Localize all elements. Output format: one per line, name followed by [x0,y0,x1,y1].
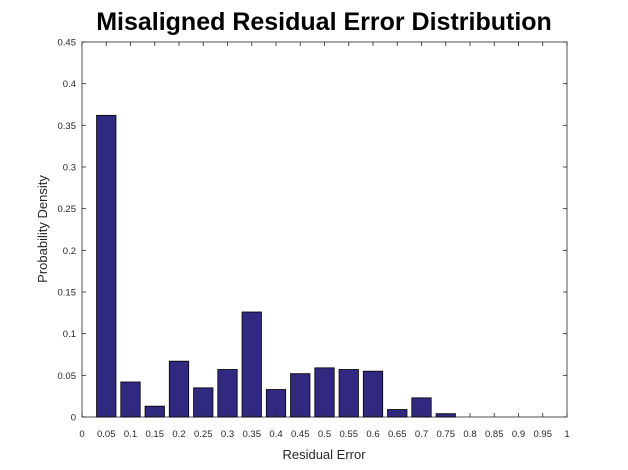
bar-1 [120,381,141,418]
bars-group [96,114,456,418]
y-tick-label: 0.1 [63,329,76,340]
x-tick-label: 0.35 [243,429,262,440]
y-tick-label: 0.2 [63,246,76,257]
chart-title: Misaligned Residual Error Distribution [96,8,552,36]
bar-7 [265,389,287,418]
x-tick-label: 0.5 [318,429,331,440]
x-axis-label: Residual Error [282,447,366,462]
bar-3 [168,360,190,418]
x-tick-label: 0.6 [366,429,379,440]
x-tick-label: 0.75 [437,429,456,440]
y-tick-label: 0.3 [63,163,76,174]
x-tick-label: 0.8 [463,429,476,440]
x-tick-label: 0 [79,429,84,440]
plot-frame [81,41,568,418]
y-tick-label: 0.4 [63,79,76,90]
y-tick-label: 0 [71,413,76,424]
y-tick-label: 0.05 [58,371,77,382]
x-tick-label: 0.9 [512,429,525,440]
x-tick-label: 0.15 [146,429,165,440]
y-ticks-group: 0 0.05 0.1 0.15 0.2 0.25 0.3 0.35 0.4 0.45 [58,38,567,424]
x-tick-label: 0.45 [291,429,310,440]
x-tick-label: 0.55 [340,429,359,440]
x-tick-label: 0.65 [388,429,407,440]
bar-0 [96,114,117,418]
x-tick-label: 0.95 [534,429,553,440]
x-tick-label: 0.7 [415,429,428,440]
x-tick-label: 0.3 [221,429,234,440]
y-tick-label: 0.35 [58,121,77,132]
x-tick-label: 0.05 [97,429,116,440]
x-tick-label: 0.85 [485,429,504,440]
bar-10 [338,369,359,418]
x-ticks-group: 0 0.05 0.1 0.15 0.2 0.25 0.3 0.35 0.4 0.45 0.5 0.55… [79,42,570,440]
bar-4 [193,387,214,418]
x-tick-label: 0.2 [172,429,185,440]
y-tick-label: 0.45 [58,38,77,49]
bar-11 [362,370,384,418]
y-tick-label: 0.15 [58,288,77,299]
bar-5 [217,369,238,418]
y-axis-label: Probability Density [35,175,50,283]
bar-8 [290,373,311,418]
y-tick-label: 0.25 [58,204,77,215]
x-tick-label: 0.1 [124,429,137,440]
bar-6 [241,311,262,418]
bar-9 [314,367,335,418]
x-tick-label: 0.4 [269,429,282,440]
x-tick-label: 1 [564,429,569,440]
x-tick-label: 0.25 [194,429,213,440]
